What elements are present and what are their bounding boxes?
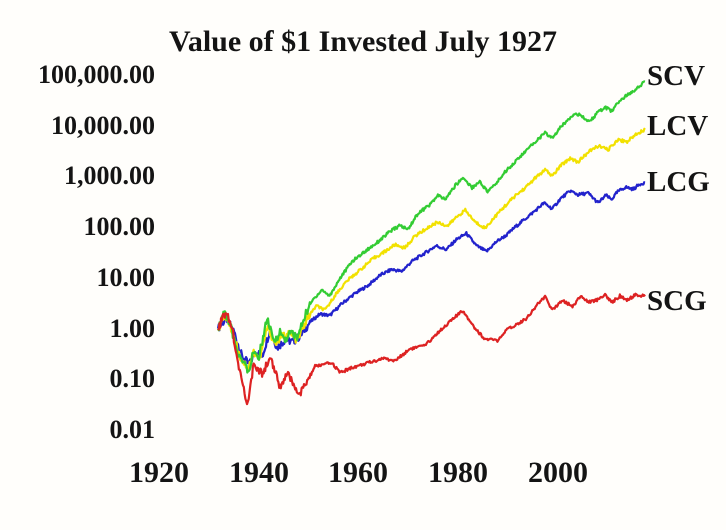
y-axis-tick-label: 10.00	[96, 263, 156, 292]
y-axis-tick-label: 1,000.00	[64, 161, 155, 190]
y-axis-tick-label: 100,000.00	[38, 60, 155, 89]
x-axis-tick-label: 1980	[428, 456, 488, 489]
series-label-lcg: LCG	[647, 166, 710, 198]
chart-title: Value of $1 Invested July 1927	[168, 25, 558, 58]
x-axis-tick-label: 2000	[528, 456, 588, 489]
series-line-scv	[217, 80, 646, 374]
y-axis-tick-label: 10,000.00	[51, 111, 155, 140]
x-axis-tick-label: 1960	[328, 456, 388, 489]
series-label-scv: SCV	[647, 60, 706, 92]
y-axis-tick-label: 0.01	[109, 415, 156, 444]
y-axis-tick-label: 1.00	[109, 314, 156, 343]
x-axis-tick-label: 1940	[229, 456, 289, 489]
y-axis-tick-label: 100.00	[83, 212, 156, 241]
series-line-lcg	[216, 181, 646, 365]
series-label-scg: SCG	[647, 285, 707, 317]
y-axis-tick-label: 0.10	[109, 364, 156, 393]
series-label-lcv: LCV	[647, 110, 709, 142]
series-line-scg	[217, 292, 646, 406]
x-axis-tick-label: 1920	[129, 456, 189, 489]
